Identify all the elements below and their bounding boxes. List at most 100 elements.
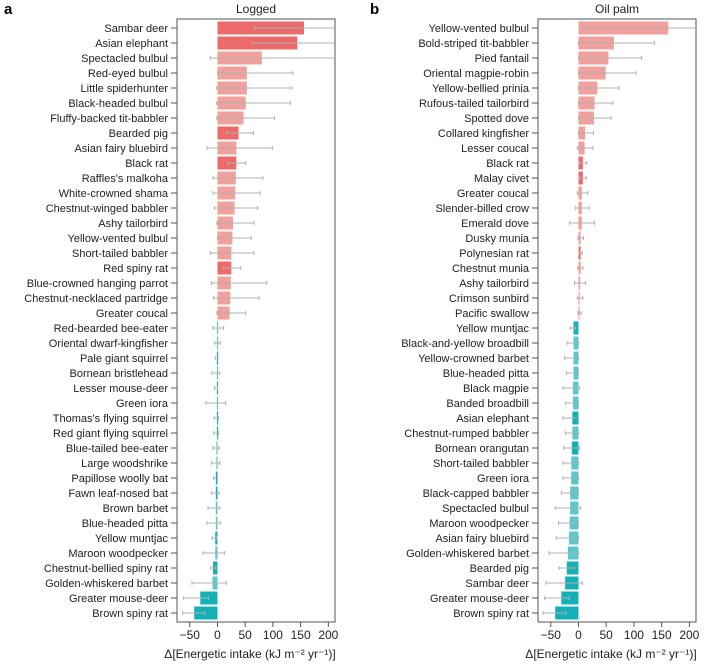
y-tick-label: Spectacled bulbul xyxy=(81,53,168,65)
y-tick-label: Banded broadbill xyxy=(446,398,529,410)
y-tick-label: Red-eyed bulbul xyxy=(88,68,168,80)
x-tick-label: 100 xyxy=(624,628,644,642)
y-tick-label: Ashy tailorbird xyxy=(98,218,168,230)
y-tick-label: Blue-headed pitta xyxy=(82,518,169,530)
x-tick-label: 0 xyxy=(575,628,582,642)
x-tick-label: 0 xyxy=(214,628,221,642)
y-tick-label: Pied fantail xyxy=(475,53,529,65)
bar xyxy=(561,591,579,605)
y-tick-label: Chestnut-winged babbler xyxy=(46,203,169,215)
y-tick-label: Emerald dove xyxy=(461,218,529,230)
y-tick-label: Black-and-yellow broadbill xyxy=(401,338,529,350)
x-tick-label: 100 xyxy=(263,628,283,642)
y-tick-label: Black-capped babbler xyxy=(423,488,530,500)
y-tick-label: Yellow-bellied prinia xyxy=(432,83,530,95)
y-tick-label: Oriental magpie-robin xyxy=(423,68,529,80)
y-tick-label: Red spiny rat xyxy=(103,263,168,275)
y-tick-label: Collared kingfisher xyxy=(438,128,529,140)
bar xyxy=(194,606,218,620)
y-tick-label: Raffles's malkoha xyxy=(82,173,169,185)
panel-letter: a xyxy=(4,1,13,18)
y-tick-label: Rufous-tailed tailorbird xyxy=(419,98,529,110)
y-tick-label: Chestnut-rumped babbler xyxy=(404,428,529,440)
y-tick-label: Little spiderhunter xyxy=(81,83,169,95)
y-tick-label: Crimson sunbird xyxy=(449,293,529,305)
y-tick-label: White-crowned shama xyxy=(59,188,169,200)
x-axis-label: Δ[Energetic intake (kJ m⁻² yr⁻¹)] xyxy=(164,647,335,661)
y-tick-label: Ashy tailorbird xyxy=(459,278,529,290)
y-tick-label: Red giant flying squirrel xyxy=(53,428,168,440)
y-tick-label: Asian fairy bluebird xyxy=(74,143,168,155)
y-tick-label: Chestnut munia xyxy=(452,263,530,275)
y-tick-label: Yellow muntjac xyxy=(456,323,529,335)
x-tick-label: 150 xyxy=(291,628,311,642)
x-tick-label: 150 xyxy=(652,628,672,642)
y-tick-label: Brown spiny rat xyxy=(453,608,529,620)
y-tick-label: Lesser coucal xyxy=(461,143,529,155)
x-tick-label: 50 xyxy=(600,628,614,642)
plot-frame xyxy=(537,18,697,623)
y-tick-label: Yellow muntjac xyxy=(95,533,168,545)
bar xyxy=(555,606,579,620)
y-tick-label: Bornean bristlehead xyxy=(70,368,168,380)
y-tick-label: Brown spiny rat xyxy=(92,608,168,620)
y-tick-label: Bold-striped tit-babbler xyxy=(418,38,529,50)
y-tick-label: Asian elephant xyxy=(456,413,529,425)
plot-frame xyxy=(176,18,336,623)
y-tick-label: Bearded pig xyxy=(470,563,529,575)
y-tick-label: Chestnut-bellied spiny rat xyxy=(44,563,168,575)
y-tick-label: Pale giant squirrel xyxy=(80,353,168,365)
y-tick-label: Greater mouse-deer xyxy=(430,593,529,605)
y-tick-label: Polynesian rat xyxy=(459,248,529,260)
panel-title: Oil palm xyxy=(595,2,639,16)
y-tick-label: Sambar deer xyxy=(104,23,168,35)
y-tick-label: Blue-crowned hanging parrot xyxy=(27,278,168,290)
y-tick-label: Short-tailed babbler xyxy=(72,248,168,260)
y-tick-label: Asian elephant xyxy=(95,38,168,50)
y-tick-label: Fluffy-backed tit-babbler xyxy=(50,113,168,125)
y-tick-label: Spotted dove xyxy=(464,113,529,125)
panel-letter: b xyxy=(370,1,379,18)
x-tick-label: 50 xyxy=(239,628,253,642)
y-tick-label: Large woodshrike xyxy=(81,458,168,470)
y-tick-label: Maroon woodpecker xyxy=(429,518,529,530)
y-tick-label: Black-headed bulbul xyxy=(68,98,168,110)
y-tick-label: Red-bearded bee-eater xyxy=(54,323,169,335)
y-tick-label: Maroon woodpecker xyxy=(68,548,168,560)
y-tick-label: Greater coucal xyxy=(96,308,168,320)
y-tick-label: Asian fairy bluebird xyxy=(435,533,529,545)
y-tick-label: Yellow-crowned barbet xyxy=(418,353,529,365)
y-tick-label: Brown barbet xyxy=(103,503,168,515)
y-tick-label: Papillose woolly bat xyxy=(71,473,168,485)
y-tick-label: Yellow-vented bulbul xyxy=(68,233,169,245)
x-tick-label: 200 xyxy=(679,628,699,642)
y-tick-label: Golden-whiskered barbet xyxy=(45,578,168,590)
y-tick-label: Malay civet xyxy=(474,173,529,185)
y-tick-label: Dusky munia xyxy=(465,233,529,245)
y-tick-label: Thomas's flying squirrel xyxy=(53,413,168,425)
x-tick-label: 200 xyxy=(318,628,338,642)
bar xyxy=(217,156,237,170)
x-tick-label: −50 xyxy=(180,628,201,642)
y-tick-label: Black magpie xyxy=(463,383,529,395)
y-tick-label: Golden-whiskered barbet xyxy=(406,548,529,560)
y-tick-label: Oriental dwarf-kingfisher xyxy=(49,338,169,350)
y-tick-label: Green iora xyxy=(116,398,169,410)
y-tick-label: Greater mouse-deer xyxy=(69,593,168,605)
y-tick-label: Blue-tailed bee-eater xyxy=(66,443,168,455)
y-tick-label: Bornean orangutan xyxy=(435,443,529,455)
y-tick-label: Pacific swallow xyxy=(455,308,529,320)
y-tick-label: Spectacled bulbul xyxy=(442,503,529,515)
y-tick-label: Short-tailed babbler xyxy=(433,458,529,470)
y-tick-label: Fawn leaf-nosed bat xyxy=(68,488,168,500)
y-tick-label: Black rat xyxy=(125,158,168,170)
y-tick-label: Greater coucal xyxy=(457,188,529,200)
y-tick-label: Chestnut-necklaced partridge xyxy=(24,293,168,305)
x-tick-label: −50 xyxy=(541,628,562,642)
y-tick-label: Blue-headed pitta xyxy=(443,368,530,380)
y-tick-label: Green iora xyxy=(477,473,530,485)
y-tick-label: Sambar deer xyxy=(465,578,529,590)
y-tick-label: Yellow-vented bulbul xyxy=(429,23,530,35)
y-tick-label: Slender-billed crow xyxy=(435,203,529,215)
